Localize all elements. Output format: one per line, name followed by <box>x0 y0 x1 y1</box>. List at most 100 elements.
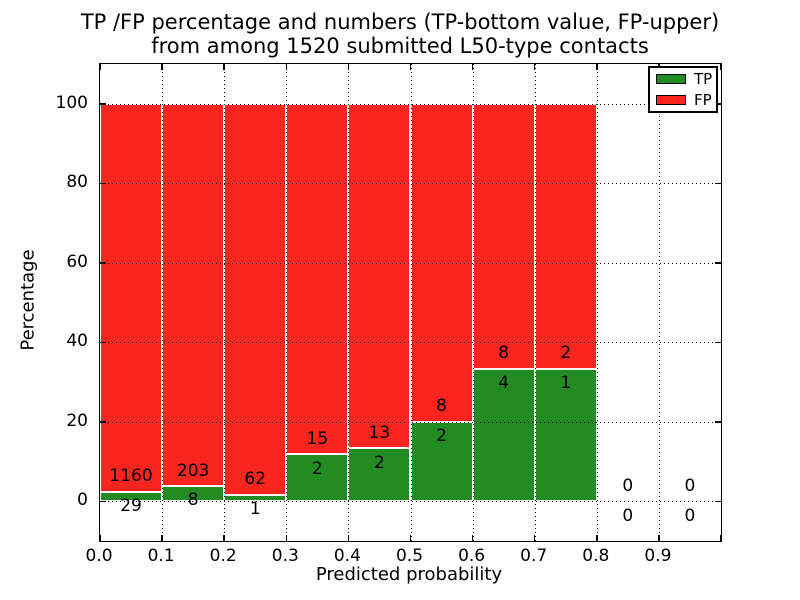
gridline-horizontal <box>100 501 721 503</box>
fp-count-label: 0 <box>684 475 696 496</box>
chart-title: TP /FP percentage and numbers (TP-bottom… <box>10 10 790 58</box>
gridline-vertical <box>472 64 474 541</box>
tp-count-label: 0 <box>622 505 634 526</box>
gridline-vertical <box>658 64 660 541</box>
gridline-vertical <box>286 64 288 541</box>
gridline-horizontal <box>100 103 721 105</box>
bar-segment-fp <box>100 103 163 492</box>
x-tick-label: 0.2 <box>209 546 237 566</box>
y-tick-mark <box>100 262 106 264</box>
y-tick-mark <box>100 341 106 343</box>
x-tick-mark <box>285 64 288 70</box>
bar-segment-tp <box>286 454 349 502</box>
tp-count-label: 29 <box>120 495 142 516</box>
x-tick-mark <box>720 535 722 541</box>
legend-item-fp: FP <box>656 91 712 109</box>
y-tick-mark <box>715 341 721 343</box>
y-tick-label: 0 <box>77 490 88 511</box>
fp-count-label: 8 <box>498 343 510 364</box>
chart-title-line2: from among 1520 submitted L50-type conta… <box>151 34 649 58</box>
tp-legend-swatch <box>656 74 686 84</box>
tp-count-label: 4 <box>498 373 510 394</box>
fp-count-label: 62 <box>244 469 267 490</box>
x-tick-mark <box>720 64 722 70</box>
y-tick-mark <box>715 182 721 184</box>
y-tick-mark <box>100 500 106 502</box>
x-tick-mark <box>533 64 536 70</box>
y-tick-mark <box>100 421 106 423</box>
fp-count-label: 1160 <box>109 466 153 487</box>
y-tick-label: 40 <box>66 331 88 352</box>
x-tick-mark <box>658 535 660 541</box>
gridline-vertical <box>596 64 598 541</box>
y-tick-mark <box>715 262 721 264</box>
fp-count-label: 8 <box>436 396 447 417</box>
x-tick-mark <box>223 64 225 70</box>
y-tick-mark <box>715 103 721 105</box>
x-tick-label: 0.4 <box>333 546 361 566</box>
y-tick-mark <box>715 500 721 502</box>
gridline-horizontal <box>100 421 721 423</box>
legend: TP FP <box>648 66 718 113</box>
gridline-vertical <box>162 64 164 541</box>
x-tick-mark <box>471 64 474 70</box>
x-tick-mark <box>347 535 350 541</box>
fp-count-label: 0 <box>622 475 634 496</box>
tp-count-label: 2 <box>311 458 323 479</box>
fp-count-label: 203 <box>176 460 210 481</box>
gridline-horizontal <box>100 183 721 185</box>
fp-legend-label: FP <box>694 91 712 109</box>
x-tick-mark <box>596 535 598 541</box>
tp-count-label: 1 <box>249 499 261 520</box>
x-tick-label: 0.8 <box>582 546 610 566</box>
x-tick-mark <box>409 64 412 70</box>
chart-title-line1: TP /FP percentage and numbers (TP-bottom… <box>80 10 720 34</box>
y-tick-label: 80 <box>66 172 88 193</box>
bar-segment-fp <box>472 103 535 369</box>
x-tick-label: 0.1 <box>147 546 175 566</box>
tp-count-label: 2 <box>374 452 385 473</box>
gridline-horizontal <box>100 262 721 264</box>
x-tick-label: 0.6 <box>458 546 486 566</box>
x-tick-mark <box>99 64 101 70</box>
fp-legend-swatch <box>656 95 686 105</box>
bar-segment-fp <box>286 103 349 455</box>
x-tick-label: 0.7 <box>520 546 548 566</box>
plot-area: TP FP 1160 29 203 8 62 1 15 2 13 2 8 2 8 4 2 1 0 0 0 0 <box>99 63 722 542</box>
y-tick-mark <box>715 421 721 423</box>
fp-count-label: 13 <box>368 422 391 443</box>
x-tick-mark <box>533 535 536 541</box>
bar-segment-tp <box>410 421 473 502</box>
x-tick-mark <box>285 535 288 541</box>
x-tick-mark <box>161 535 163 541</box>
y-tick-label: 60 <box>66 251 88 272</box>
tp-count-label: 0 <box>684 505 696 526</box>
legend-item-tp: TP <box>656 70 713 88</box>
x-tick-mark <box>347 64 350 70</box>
tp-count-label: 8 <box>187 490 199 511</box>
x-tick-mark <box>409 535 412 541</box>
tp-count-label: 2 <box>436 426 447 447</box>
x-tick-mark <box>596 64 598 70</box>
y-tick-label: 100 <box>55 92 88 113</box>
bar-segment-fp <box>224 103 287 495</box>
gridline-vertical <box>410 64 412 541</box>
gridline-horizontal <box>100 342 721 344</box>
gridline-vertical <box>224 64 226 541</box>
bar-segment-tp <box>100 491 163 502</box>
x-tick-label: 0.0 <box>85 546 113 566</box>
bar-segment-fp <box>534 103 597 369</box>
y-tick-label: 20 <box>66 410 88 431</box>
x-tick-label: 0.3 <box>271 546 299 566</box>
tp-legend-label: TP <box>694 70 713 88</box>
x-tick-label: 0.9 <box>644 546 672 566</box>
y-tick-mark <box>100 103 106 105</box>
bar-segment-tp <box>348 448 411 502</box>
fp-count-label: 15 <box>306 428 329 449</box>
x-axis-label: Predicted probability <box>315 564 503 585</box>
gridline-vertical <box>534 64 536 541</box>
x-tick-label: 0.5 <box>395 546 424 566</box>
x-tick-mark <box>471 535 474 541</box>
x-tick-mark <box>99 535 101 541</box>
